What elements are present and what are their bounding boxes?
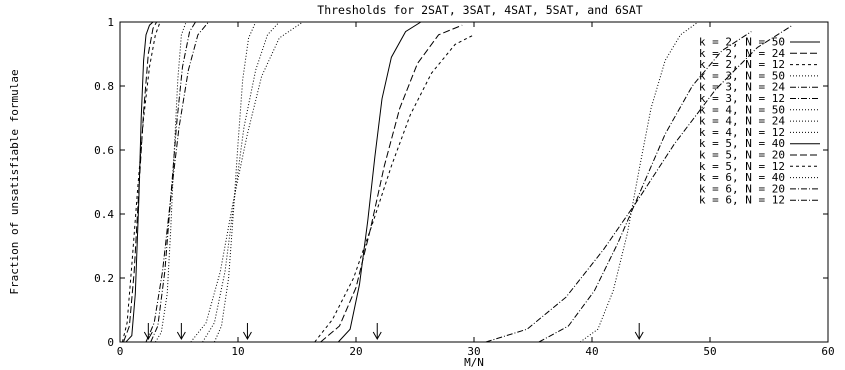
series-layer <box>122 22 792 342</box>
legend-label: k = 6, N = 12 <box>699 194 785 207</box>
x-tick-label: 0 <box>117 345 124 358</box>
y-tick-label: 0.2 <box>94 272 114 285</box>
series-line-10 <box>338 22 421 342</box>
x-tick-label: 60 <box>821 345 834 358</box>
y-tick-label: 0 <box>107 336 114 349</box>
x-tick-label: 10 <box>231 345 244 358</box>
series-line-13 <box>580 22 698 342</box>
series-line-4 <box>155 22 186 342</box>
legend: k = 2, N = 50k = 2, N = 24k = 2, N = 12k… <box>699 36 820 207</box>
series-line-2 <box>124 22 157 342</box>
x-tick-label: 50 <box>703 345 716 358</box>
chart-title: Thresholds for 2SAT, 3SAT, 4SAT, 5SAT, a… <box>317 3 642 17</box>
x-tick-label: 40 <box>585 345 598 358</box>
series-line-9 <box>191 22 303 342</box>
x-tick-label: 30 <box>467 345 480 358</box>
y-axis-label: Fraction of unsatisfiable formulae <box>8 69 21 294</box>
series-line-6 <box>146 22 209 342</box>
series-line-11 <box>321 25 463 342</box>
series-line-12 <box>315 35 474 342</box>
series-line-3 <box>122 22 160 342</box>
y-tick-label: 1 <box>107 16 114 29</box>
y-tick-label: 0.6 <box>94 144 114 157</box>
y-tick-label: 0.8 <box>94 80 114 93</box>
y-tick-label: 0.4 <box>94 208 114 221</box>
x-tick-label: 20 <box>349 345 362 358</box>
